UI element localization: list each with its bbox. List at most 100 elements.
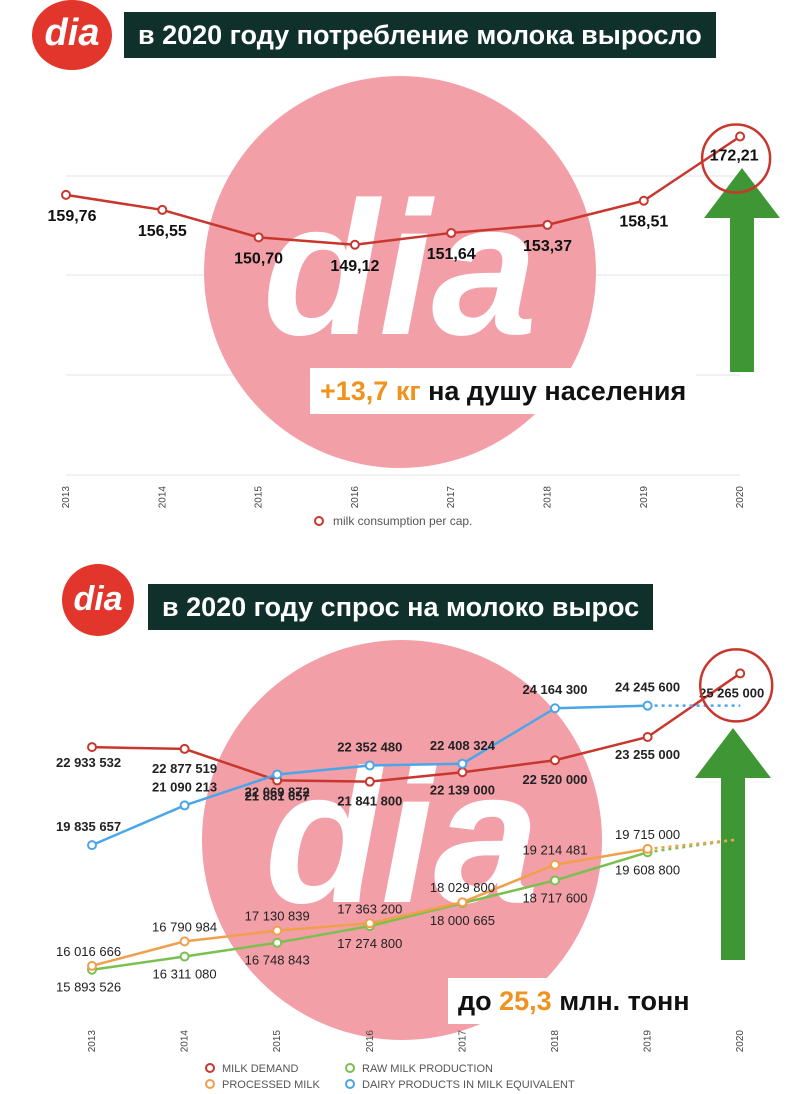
data-point (179, 936, 190, 947)
data-point (253, 232, 264, 243)
highlight-circle (698, 648, 774, 723)
data-point (157, 204, 168, 215)
increase-callout: +13,7 кг на душу населения (310, 368, 697, 414)
legend-label: MILK DEMAND (222, 1063, 298, 1075)
data-point (457, 897, 468, 908)
data-label: 19 715 000 (615, 827, 680, 842)
data-point (550, 859, 560, 870)
legend-label: PROCESSED MILK (222, 1079, 320, 1091)
x-tick-label: 2018 (543, 486, 554, 509)
data-point (542, 219, 553, 230)
data-point (735, 668, 746, 679)
data-label: 22 408 324 (430, 738, 496, 753)
data-label: 18 029 800 (430, 880, 495, 895)
panel-title-banner: в 2020 году спрос на молоко вырос (148, 584, 654, 630)
demand-value: 25,3 (499, 986, 552, 1016)
data-label: 19 608 800 (615, 862, 680, 877)
data-label: 21 881 657 (245, 788, 310, 803)
data-label: 151,64 (427, 246, 476, 263)
panel-title-banner: в 2020 году потребление молока выросло (124, 12, 716, 58)
data-point (457, 758, 468, 769)
x-tick-label: 2017 (457, 1030, 468, 1053)
legend-marker (314, 516, 324, 526)
watermark-text: dia (263, 163, 538, 375)
callout-unit: млн. тонн (551, 986, 690, 1016)
increase-value: +13,7 кг (320, 376, 421, 406)
data-label: 156,55 (138, 223, 187, 240)
data-label: 18 717 600 (522, 890, 587, 905)
data-point (272, 937, 283, 948)
x-tick-label: 2019 (643, 1030, 654, 1053)
x-tick-label: 2014 (157, 486, 168, 509)
data-point (735, 131, 746, 142)
x-tick-label: 2015 (272, 1030, 283, 1053)
data-point (179, 951, 190, 962)
legend-label: milk consumption per cap. (333, 514, 472, 528)
data-label: 19 214 481 (522, 843, 587, 858)
data-label: 25 265 000 (699, 685, 764, 700)
watermark-text: dia (265, 731, 540, 943)
data-label: 22 352 480 (337, 740, 402, 755)
data-point (179, 743, 190, 754)
data-label: 24 164 300 (522, 682, 587, 697)
data-point (364, 918, 375, 929)
consumption-chart: dia 159,76 156,55 150,70 149,12 151,64 153,37 1… (48, 76, 780, 528)
data-label: 24 245 600 (615, 680, 680, 695)
data-point (61, 189, 71, 200)
data-point (446, 227, 457, 238)
processed-milk-forecast (647, 838, 735, 851)
data-point (364, 776, 375, 787)
dia-logo: dia (62, 564, 134, 636)
data-label: 172,21 (710, 148, 759, 165)
data-point (272, 925, 283, 936)
data-point (550, 703, 560, 714)
x-tick-label: 2018 (550, 1030, 561, 1053)
data-label: 16 748 843 (245, 953, 310, 968)
data-label: 22 139 000 (430, 782, 495, 797)
data-point (457, 767, 468, 778)
data-label: 18 000 665 (430, 913, 495, 928)
data-label: 153,37 (523, 238, 572, 255)
legend-marker (205, 1079, 215, 1089)
data-point (642, 700, 653, 711)
data-label: 22 069 872 (245, 784, 310, 799)
increase-description: на душу населения (420, 376, 687, 406)
legend-marker (205, 1063, 215, 1073)
x-tick-label: 2013 (87, 1030, 98, 1053)
data-label: 150,70 (234, 250, 283, 267)
data-point (349, 239, 360, 250)
dia-logo: dia (32, 0, 112, 70)
data-label: 22 520 000 (522, 772, 587, 787)
x-tick-label: 2014 (180, 1030, 191, 1053)
data-point (179, 800, 190, 811)
legend-label: DAIRY PRODUCTS IN MILK EQUIVALENT (362, 1079, 575, 1091)
data-point (364, 760, 375, 771)
consumption-panel: dia 159,76 156,55 150,70 149,12 151,64 153,37 1… (0, 0, 800, 545)
data-label: 17 130 839 (245, 909, 310, 924)
data-label: 17 363 200 (337, 901, 402, 916)
callout-prefix: до (458, 986, 500, 1016)
data-point (642, 731, 653, 742)
data-label: 16 311 080 (153, 967, 217, 982)
x-tick-label: 2020 (735, 1030, 746, 1053)
data-point (550, 755, 560, 766)
data-point (87, 840, 97, 851)
data-label: 158,51 (619, 214, 668, 231)
x-tick-label: 2013 (61, 486, 72, 509)
legend-marker (345, 1079, 355, 1089)
demand-chart: dia 22 933 532 22 877 519 21 881 657 21 841 … (56, 640, 774, 1091)
demand-panel: dia 22 933 532 22 877 519 21 881 657 21 841 … (0, 560, 800, 1094)
x-tick-label: 2020 (735, 486, 746, 509)
x-tick-label: 2017 (446, 486, 457, 509)
data-label: 159,76 (48, 208, 97, 225)
data-label: 16 016 666 (56, 944, 121, 959)
legend-label: RAW MILK PRODUCTION (362, 1063, 493, 1075)
data-label: 17 274 800 (337, 936, 402, 951)
legend-marker (345, 1063, 355, 1073)
data-label: 22 877 519 (152, 761, 217, 776)
x-tick-label: 2016 (365, 1030, 376, 1053)
data-point (642, 843, 653, 854)
data-point (87, 742, 97, 753)
data-point (550, 875, 560, 886)
data-label: 21 841 800 (337, 794, 402, 809)
